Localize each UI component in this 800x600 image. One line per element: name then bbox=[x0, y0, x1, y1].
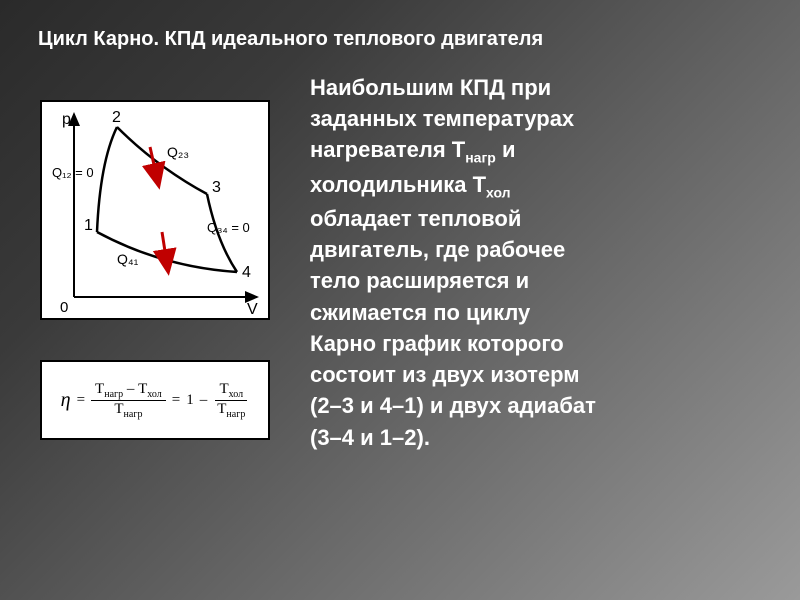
line5: обладает тепловой bbox=[310, 206, 521, 231]
q41-label: Q₄₁ bbox=[117, 251, 139, 267]
num1b: T bbox=[138, 381, 147, 397]
frac2: Tхол Tнагр bbox=[213, 381, 249, 420]
line4sub: хол bbox=[486, 184, 511, 200]
den2sub: нагр bbox=[226, 409, 245, 420]
den1sub: нагр bbox=[124, 409, 143, 420]
den1: T bbox=[114, 401, 123, 417]
eq1: = bbox=[77, 392, 85, 409]
minus1: – bbox=[127, 381, 135, 397]
line12: (3–4 и 1–2). bbox=[310, 425, 430, 450]
minus2: – bbox=[200, 392, 208, 409]
pt2-label: 2 bbox=[112, 109, 121, 126]
line6: двигатель, где рабочее bbox=[310, 237, 565, 262]
efficiency-formula: η = Tнагр – Tхол Tнагр = 1 – Tхол Tнагр bbox=[61, 381, 250, 420]
body-text: Наибольшим КПД при заданных температурах… bbox=[310, 72, 770, 453]
num1a: T bbox=[95, 381, 104, 397]
pt4-label: 4 bbox=[242, 264, 251, 281]
line4a: холодильника T bbox=[310, 172, 486, 197]
pv-diagram: p V 0 1 2 3 4 Q₁₂ = 0 Q₂₃ Q₃₄ = 0 Q₄₁ bbox=[40, 100, 270, 320]
eq2: = bbox=[172, 392, 180, 409]
line7: тело расширяется и bbox=[310, 268, 529, 293]
q34-label: Q₃₄ = 0 bbox=[207, 220, 250, 235]
origin-label: 0 bbox=[60, 299, 68, 316]
line3sub: нагр bbox=[465, 150, 496, 166]
one: 1 bbox=[186, 392, 194, 409]
line3a: нагревателя T bbox=[310, 137, 465, 162]
pt3-label: 3 bbox=[212, 179, 221, 196]
line10: состоит из двух изотерм bbox=[310, 362, 580, 387]
q23-label: Q₂₃ bbox=[167, 144, 189, 160]
y-axis-label: p bbox=[62, 111, 71, 128]
eta: η bbox=[61, 389, 71, 412]
frac1: Tнагр – Tхол Tнагр bbox=[91, 381, 166, 420]
line11: (2–3 и 4–1) и двух адиабат bbox=[310, 393, 596, 418]
q12-label: Q₁₂ = 0 bbox=[52, 165, 94, 180]
num2: T bbox=[219, 381, 228, 397]
pt1-label: 1 bbox=[84, 217, 93, 234]
line8: сжимается по циклу bbox=[310, 300, 530, 325]
line3b: и bbox=[496, 137, 516, 162]
formula-box: η = Tнагр – Tхол Tнагр = 1 – Tхол Tнагр bbox=[40, 360, 270, 440]
line1: Наибольшим КПД при bbox=[310, 75, 551, 100]
num1asub: нагр bbox=[104, 389, 123, 400]
slide-title: Цикл Карно. КПД идеального теплового дви… bbox=[38, 28, 543, 51]
x-axis-label: V bbox=[247, 301, 258, 318]
num1bsub: хол bbox=[147, 389, 161, 400]
line2: заданных температурах bbox=[310, 106, 574, 131]
line9: Карно график которого bbox=[310, 331, 564, 356]
num2sub: хол bbox=[229, 389, 243, 400]
